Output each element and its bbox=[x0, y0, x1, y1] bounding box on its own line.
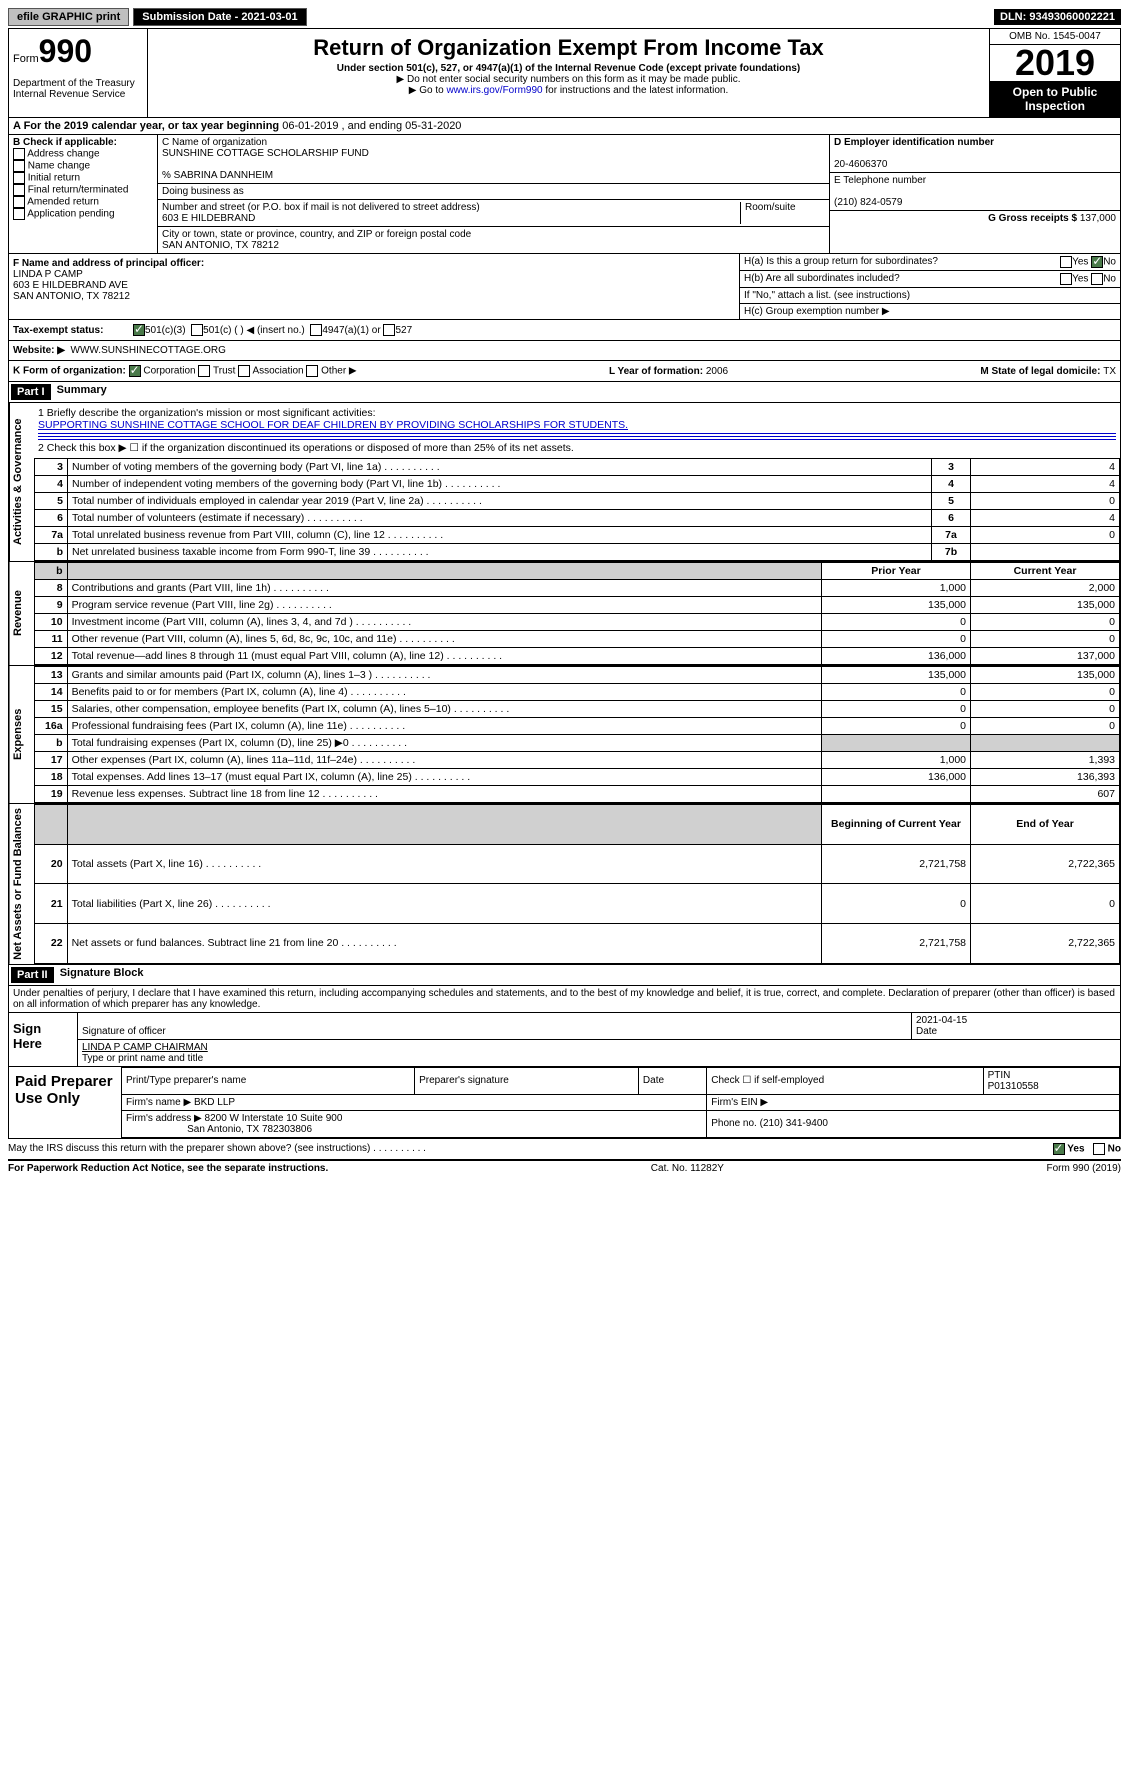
gross-receipts: 137,000 bbox=[1080, 213, 1116, 224]
pra-notice: For Paperwork Reduction Act Notice, see … bbox=[8, 1163, 328, 1174]
part1-title: Summary bbox=[57, 384, 107, 400]
subtitle-1: Under section 501(c), 527, or 4947(a)(1)… bbox=[152, 63, 985, 74]
revenue-table: bPrior YearCurrent Year8Contributions an… bbox=[34, 562, 1120, 665]
part2-header: Part II bbox=[11, 967, 54, 983]
mission: SUPPORTING SUNSHINE COTTAGE SCHOOL FOR D… bbox=[38, 419, 628, 431]
cat-no: Cat. No. 11282Y bbox=[651, 1163, 724, 1174]
dept-label: Department of the Treasury Internal Reve… bbox=[13, 78, 143, 100]
ein: 20-4606370 bbox=[834, 159, 887, 170]
org-name: SUNSHINE COTTAGE SCHOLARSHIP FUND bbox=[162, 148, 369, 159]
form-title: Return of Organization Exempt From Incom… bbox=[152, 35, 985, 61]
form-label: Form bbox=[13, 53, 39, 65]
tax-year: 2019 bbox=[990, 45, 1120, 81]
box-f: F Name and address of principal officer:… bbox=[9, 254, 739, 319]
open-public: Open to Public Inspection bbox=[990, 81, 1120, 117]
part1-header: Part I bbox=[11, 384, 51, 400]
net-assets-table: Beginning of Current YearEnd of Year20To… bbox=[34, 804, 1120, 964]
box-c: C Name of organization SUNSHINE COTTAGE … bbox=[158, 135, 829, 253]
row-j: Website: ▶ WWW.SUNSHINECOTTAGE.ORG bbox=[8, 341, 1121, 361]
expenses-table: 13Grants and similar amounts paid (Part … bbox=[34, 666, 1120, 803]
row-i: Tax-exempt status: 501(c)(3) 501(c) ( ) … bbox=[8, 320, 1121, 341]
street-address: 603 E HILDEBRAND bbox=[162, 213, 255, 224]
vtab-net: Net Assets or Fund Balances bbox=[9, 804, 34, 964]
efile-btn[interactable]: efile GRAPHIC print bbox=[8, 8, 129, 26]
declaration: Under penalties of perjury, I declare th… bbox=[8, 986, 1121, 1013]
submission-btn[interactable]: Submission Date - 2021-03-01 bbox=[133, 8, 306, 26]
q1: 1 Briefly describe the organization's mi… bbox=[38, 407, 1116, 419]
paid-preparer: Paid Preparer Use Only Print/Type prepar… bbox=[8, 1067, 1121, 1139]
row-a: A For the 2019 calendar year, or tax yea… bbox=[8, 118, 1121, 135]
city-state-zip: SAN ANTONIO, TX 78212 bbox=[162, 240, 279, 251]
telephone: (210) 824-0579 bbox=[834, 197, 902, 208]
form-header: Form990 Department of the Treasury Inter… bbox=[8, 28, 1121, 118]
q2: 2 Check this box ▶ ☐ if the organization… bbox=[38, 442, 1116, 454]
subtitle-3: ▶ Go to www.irs.gov/Form990 for instruct… bbox=[152, 85, 985, 96]
vtab-expenses: Expenses bbox=[9, 666, 34, 803]
sign-here-block: Sign Here Signature of officer 2021-04-1… bbox=[8, 1013, 1121, 1067]
box-d: D Employer identification number 20-4606… bbox=[829, 135, 1120, 253]
vtab-revenue: Revenue bbox=[9, 562, 34, 665]
discuss-q: May the IRS discuss this return with the… bbox=[8, 1143, 426, 1155]
form-number: 990 bbox=[39, 33, 92, 69]
form-ref: Form 990 (2019) bbox=[1047, 1163, 1121, 1174]
part2-title: Signature Block bbox=[60, 967, 144, 983]
subtitle-2: ▶ Do not enter social security numbers o… bbox=[152, 74, 985, 85]
governance-table: 3Number of voting members of the governi… bbox=[34, 458, 1120, 561]
top-bar: efile GRAPHIC print Submission Date - 20… bbox=[8, 8, 1121, 26]
box-h: H(a) Is this a group return for subordin… bbox=[739, 254, 1120, 319]
vtab-governance: Activities & Governance bbox=[9, 403, 34, 561]
row-k: K Form of organization: Corporation Trus… bbox=[8, 361, 1121, 382]
dln: DLN: 93493060002221 bbox=[994, 9, 1121, 25]
box-b: B Check if applicable: Address change Na… bbox=[9, 135, 158, 253]
irs-link[interactable]: www.irs.gov/Form990 bbox=[446, 85, 542, 96]
website: WWW.SUNSHINECOTTAGE.ORG bbox=[71, 345, 226, 356]
